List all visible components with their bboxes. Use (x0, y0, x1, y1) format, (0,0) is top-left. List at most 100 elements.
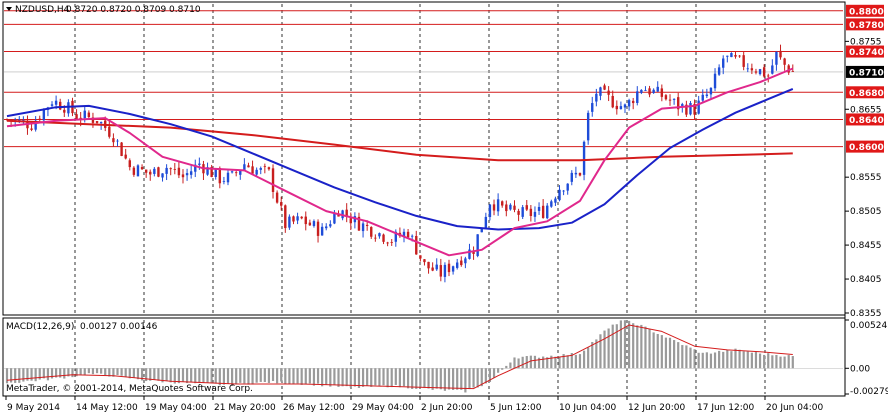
candle-body (517, 210, 520, 215)
candle-body (239, 170, 242, 175)
macd-bar (431, 368, 434, 390)
candle-body (54, 100, 58, 105)
macd-bar (71, 368, 74, 378)
macd-bar (198, 368, 201, 383)
candle-body (144, 169, 148, 173)
candle-body (455, 262, 459, 268)
macd-bar (226, 368, 230, 384)
price-tick-label: 0.8405 (850, 275, 882, 285)
macd-bar (100, 368, 103, 374)
candle-body (550, 201, 553, 207)
macd-bar (701, 352, 704, 369)
macd-bar (304, 368, 307, 385)
macd-tick-label: 0.00524 (850, 321, 887, 331)
level-price-tag-label: 0.8780 (849, 21, 884, 31)
macd-bar (681, 345, 684, 369)
macd-bar (34, 368, 37, 382)
ma-fast-line (6, 67, 794, 257)
candle-body (554, 198, 557, 203)
macd-bar (492, 368, 496, 378)
chart-ohlc-values: 0.8720 0.8720 0.8709 0.8710 (66, 5, 201, 15)
macd-bar (341, 368, 344, 387)
candle-body (99, 122, 103, 124)
macd-bar (668, 337, 672, 369)
macd-bar (280, 368, 283, 382)
macd-bar (132, 368, 135, 378)
macd-bar (652, 332, 655, 369)
macd-bar (636, 325, 639, 369)
candle-body (709, 87, 713, 95)
candle-body (292, 216, 295, 222)
macd-bar (210, 368, 213, 384)
candle-body (636, 91, 639, 103)
macd-bar (67, 368, 70, 377)
macd-bar (693, 349, 696, 369)
level-price-tag (846, 86, 884, 99)
level-price-tag-label: 0.8740 (849, 48, 884, 58)
candle-body (382, 234, 385, 242)
macd-bar (603, 330, 606, 369)
macd-bar (181, 368, 185, 382)
candle-body (431, 267, 434, 271)
macd-bar (730, 351, 733, 369)
macd-bar (476, 368, 479, 388)
macd-bar (456, 368, 459, 390)
candle-body (361, 223, 365, 232)
macd-bar (587, 347, 590, 369)
macd-bar (353, 368, 356, 387)
macd-bar (521, 356, 524, 369)
macd-bar (623, 320, 627, 369)
candle-body (537, 206, 541, 211)
macd-bar (718, 350, 721, 369)
macd-bar (582, 350, 586, 369)
macd-bar (83, 368, 86, 376)
candle-body (484, 216, 488, 228)
macd-bar (46, 368, 50, 381)
macd-bar (775, 354, 778, 369)
candle-body (427, 261, 430, 269)
candle-body (300, 216, 303, 219)
candle-body (771, 65, 774, 74)
macd-bar (18, 368, 21, 383)
macd-bar (689, 347, 692, 369)
macd-bar (705, 352, 708, 369)
macd-bar (779, 356, 782, 369)
candle-body (136, 165, 140, 177)
macd-bar (284, 368, 287, 385)
candle-body (357, 216, 361, 231)
macd-bar (595, 339, 598, 369)
candle-body (546, 205, 549, 219)
candle-body (615, 105, 619, 110)
candle-body (263, 166, 267, 168)
macd-bar (419, 368, 422, 388)
candle-body (222, 180, 226, 182)
macd-indicator (4, 320, 843, 393)
candle-body (730, 53, 733, 58)
candle-body (476, 234, 479, 256)
candle-body (468, 249, 471, 259)
candle-body (664, 95, 668, 100)
macd-bar (333, 368, 336, 385)
candle-body (652, 89, 655, 93)
candle-body (243, 164, 246, 171)
macd-bar (709, 353, 713, 369)
macd-bar (427, 368, 430, 389)
macd-bar (640, 324, 643, 369)
price-tick-label: 0.8455 (850, 241, 882, 251)
macd-bar (517, 358, 520, 369)
candle-body (779, 50, 782, 58)
chart-menu-arrow-icon[interactable] (6, 7, 12, 11)
macd-bar (468, 368, 471, 390)
macd-bar (288, 368, 291, 384)
macd-bar (591, 341, 594, 369)
time-tick-label: 19 May 04:00 (145, 403, 207, 413)
macd-bar (308, 368, 311, 384)
candle-body (464, 258, 467, 264)
time-tick-label: 17 Jun 12:00 (697, 403, 754, 413)
macd-bar (321, 368, 324, 387)
ma-mid-line (6, 87, 794, 231)
current-price-tag-label: 0.8710 (849, 68, 884, 78)
macd-bar (771, 355, 774, 369)
macd-bar (607, 328, 610, 369)
